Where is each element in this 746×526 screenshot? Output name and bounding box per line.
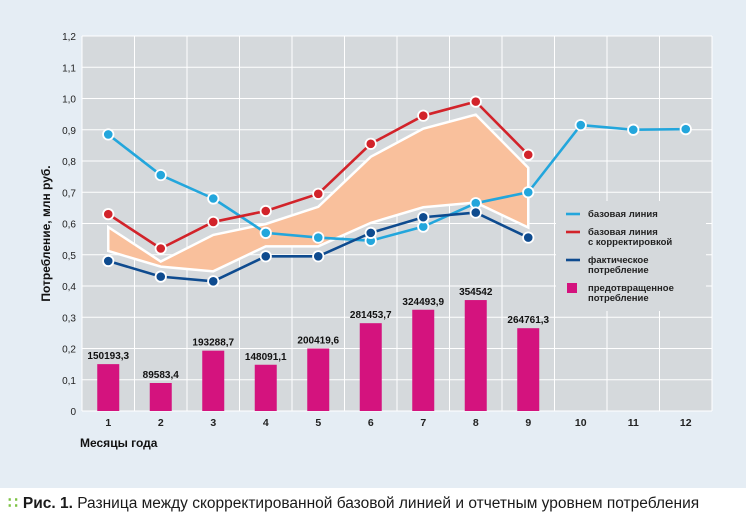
y-tick-label: 0,4: [62, 282, 76, 293]
baseline-point: [522, 186, 535, 199]
x-tick-label: 1: [105, 417, 111, 429]
series-lines: [102, 95, 692, 288]
x-tick-label: 2: [158, 417, 164, 429]
caption-text: Разница между скорректированной базовой …: [77, 495, 700, 512]
actual-point: [417, 211, 430, 224]
legend-box: [556, 201, 706, 311]
bar-data-label: 281453,7: [350, 310, 392, 321]
legend-label: базовая линия: [588, 227, 658, 238]
caption-dots-icon: ∷: [8, 495, 18, 512]
x-tick-label: 5: [315, 417, 321, 429]
corrected-point: [469, 95, 482, 108]
actual-point: [364, 226, 377, 239]
corrected-point: [364, 137, 377, 150]
y-tick-labels: 0 0,1 0,2 0,3 0,4 0,5 0,6 0,7 0,8 0,9 1,0 1,1 1,2: [62, 32, 76, 418]
y-tick-label: 0,7: [62, 188, 76, 199]
x-axis-label: Месяцы года: [80, 436, 158, 450]
baseline-point: [627, 123, 640, 136]
y-tick-label: 1,0: [62, 95, 76, 106]
actual-point: [154, 270, 167, 283]
legend-label: с корректировкой: [588, 237, 672, 248]
corrected-point: [417, 109, 430, 122]
bar-data-labels: 150193,3 89583,4 193288,7 148091,1 200419,6 2…: [87, 287, 549, 381]
bar: [517, 328, 540, 411]
actual-point: [312, 250, 325, 263]
caption-label: Рис. 1.: [22, 495, 73, 512]
bar: [307, 348, 330, 411]
corrected-point: [259, 204, 272, 218]
bar-data-label: 324493,9: [402, 297, 444, 308]
baseline-line: [107, 123, 686, 242]
y-tick-label: 1,2: [62, 32, 76, 43]
legend-label: предотвращенное: [588, 283, 674, 294]
actual-point: [522, 231, 535, 244]
bar-data-label: 193288,7: [192, 338, 234, 349]
corrected-point: [154, 242, 167, 255]
bar: [149, 383, 172, 411]
x-tick-label: 9: [525, 417, 531, 429]
legend-label: базовая линия: [588, 209, 658, 220]
y-tick-label: 0,1: [62, 376, 76, 387]
x-tick-label: 10: [575, 417, 587, 429]
x-tick-label: 12: [680, 417, 692, 429]
x-tick-label: 7: [420, 417, 426, 429]
bar: [254, 364, 277, 411]
x-tick-label: 8: [473, 417, 479, 429]
baseline-point: [207, 192, 220, 205]
baseline-point: [574, 118, 587, 132]
x-tick-label: 3: [210, 417, 216, 429]
actual-point: [259, 250, 272, 263]
baseline-point: [102, 128, 115, 141]
y-axis-label: Потребление, млн руб.: [39, 165, 53, 301]
bar-data-label: 89583,4: [143, 370, 180, 381]
x-tick-labels: 1 2 3 4 5 6 7 8 9 10 11 12: [105, 417, 691, 429]
x-tick-label: 11: [628, 417, 639, 429]
bar: [464, 300, 487, 411]
consumption-difference-band: [107, 113, 530, 273]
bar-data-label: 264761,3: [507, 315, 549, 326]
figure-caption: ∷ Рис. 1. Разница между скорректированной…: [8, 494, 742, 513]
legend-label: фактическое: [588, 255, 649, 266]
actual-point: [207, 275, 220, 288]
legend-label: потребление: [588, 293, 649, 304]
bar-data-label: 150193,3: [87, 351, 129, 362]
corrected-point: [207, 215, 220, 229]
y-tick-label: 0,5: [62, 251, 76, 262]
bar: [412, 309, 435, 411]
x-tick-label: 6: [368, 417, 374, 429]
bar: [359, 323, 382, 411]
baseline-point: [154, 168, 167, 182]
bar-data-label: 354542: [459, 287, 493, 298]
y-tick-label: 1,1: [62, 63, 76, 74]
baseline-point: [312, 231, 325, 244]
legend-swatch: [567, 283, 577, 293]
prevented-consumption-bars: [97, 300, 540, 411]
y-tick-label: 0,3: [62, 313, 76, 324]
y-tick-label: 0,8: [62, 157, 76, 168]
legend-label: потребление: [588, 265, 649, 276]
x-tick-label: 4: [263, 417, 269, 429]
corrected-point: [312, 187, 325, 200]
bar-data-label: 200419,6: [297, 336, 339, 347]
bar-data-label: 148091,1: [245, 352, 287, 363]
actual-point: [469, 206, 482, 219]
baseline-point: [259, 226, 272, 239]
actual-point: [102, 254, 115, 268]
bar: [202, 350, 225, 411]
baseline-point: [679, 123, 692, 136]
y-tick-label: 0,6: [62, 220, 76, 231]
y-tick-label: 0: [70, 407, 76, 418]
y-tick-label: 0,9: [62, 126, 76, 137]
corrected-point: [102, 208, 115, 221]
bar: [97, 364, 120, 411]
corrected-point: [522, 148, 535, 161]
y-tick-label: 0,2: [62, 345, 76, 356]
